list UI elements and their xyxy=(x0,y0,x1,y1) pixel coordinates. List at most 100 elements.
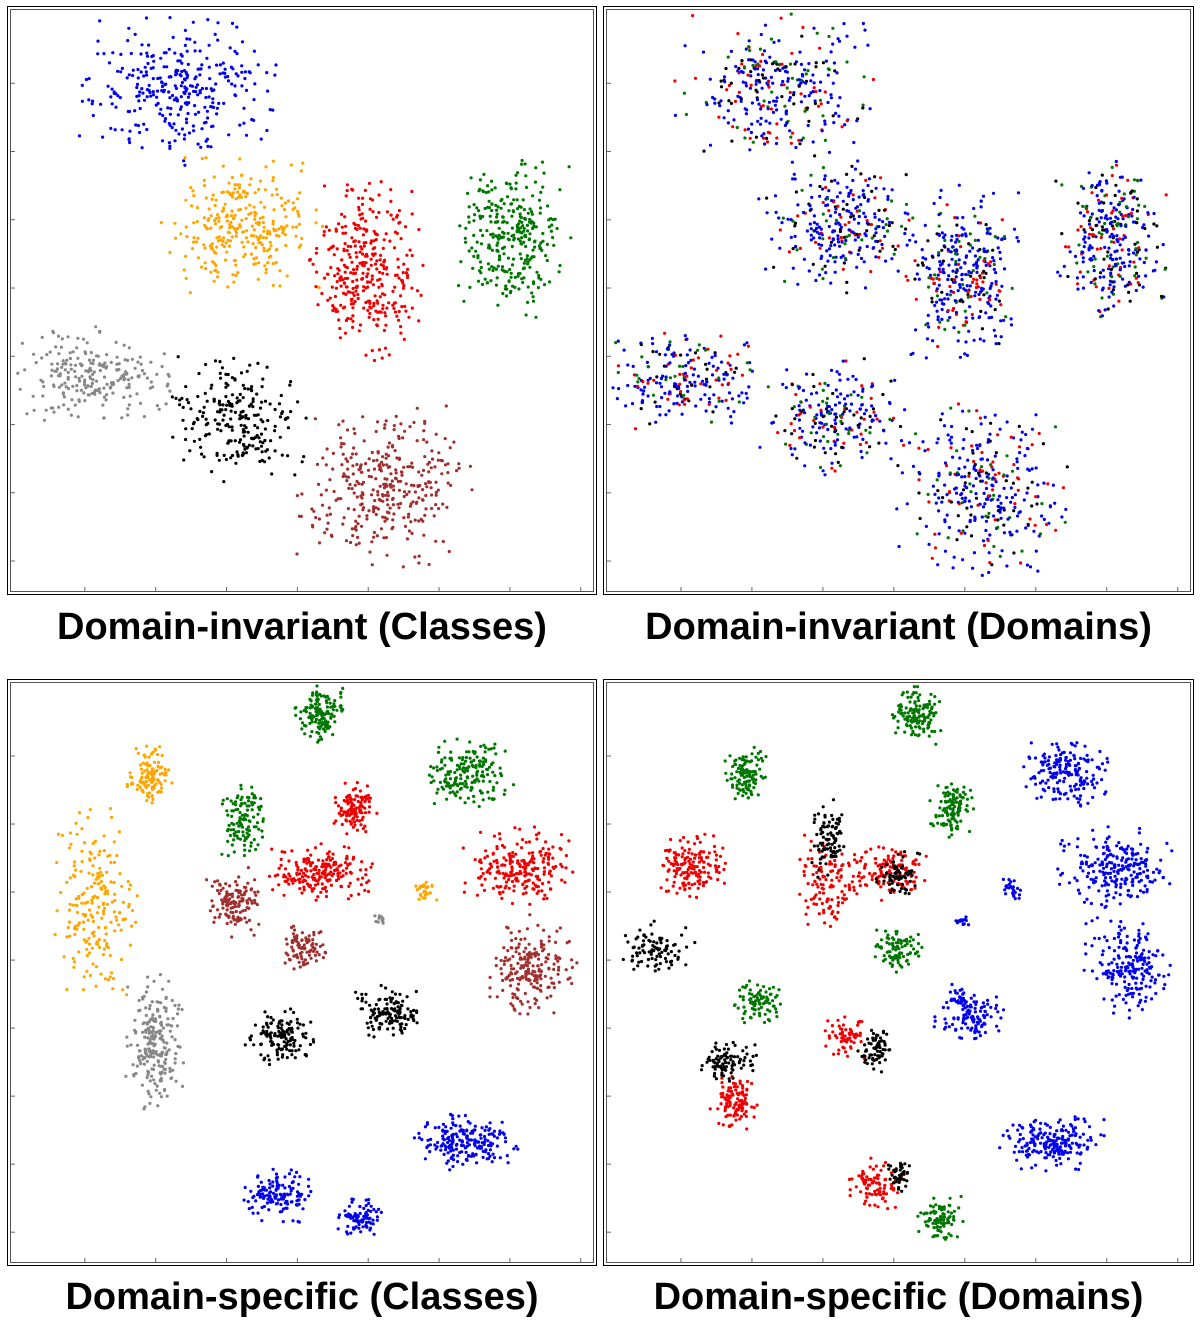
data-point xyxy=(333,796,337,800)
data-point xyxy=(911,464,916,468)
data-point xyxy=(103,926,107,930)
data-point xyxy=(488,214,492,218)
data-point xyxy=(462,762,466,766)
data-point xyxy=(120,128,124,132)
data-point xyxy=(677,403,681,407)
data-point xyxy=(820,421,824,425)
data-point xyxy=(99,870,103,874)
data-point xyxy=(141,761,145,765)
data-point xyxy=(71,384,75,388)
data-point xyxy=(256,277,260,281)
data-point xyxy=(357,482,361,486)
data-point xyxy=(316,740,320,744)
data-point xyxy=(240,218,244,222)
data-point xyxy=(792,102,796,106)
data-point xyxy=(364,353,368,357)
data-point xyxy=(836,37,840,41)
data-point xyxy=(340,709,344,713)
data-point xyxy=(242,245,246,249)
data-point xyxy=(226,74,230,79)
data-point xyxy=(724,398,728,402)
data-point xyxy=(814,65,818,69)
data-point xyxy=(68,846,72,850)
data-point xyxy=(1117,299,1121,303)
data-point xyxy=(914,297,918,301)
data-point xyxy=(742,401,746,405)
data-point xyxy=(838,414,842,418)
data-point xyxy=(976,249,980,253)
data-point xyxy=(157,789,161,793)
data-point xyxy=(843,242,847,246)
data-point xyxy=(732,118,736,122)
data-point xyxy=(131,73,135,78)
data-point xyxy=(250,437,254,441)
data-point xyxy=(401,565,405,569)
data-point xyxy=(791,247,795,251)
data-point xyxy=(845,202,849,207)
data-point xyxy=(956,339,960,343)
data-point xyxy=(874,186,878,190)
data-point xyxy=(1106,307,1110,311)
data-point xyxy=(469,176,473,180)
data-point xyxy=(348,255,352,259)
data-point xyxy=(960,273,964,277)
data-point xyxy=(1002,235,1007,239)
data-point xyxy=(391,445,395,449)
data-point xyxy=(247,443,251,447)
data-point xyxy=(342,247,346,251)
data-point xyxy=(900,471,904,475)
data-point xyxy=(406,465,410,469)
data-point xyxy=(397,209,401,213)
data-point xyxy=(682,393,686,397)
data-point xyxy=(860,403,864,407)
data-point xyxy=(383,293,387,297)
data-point xyxy=(480,764,484,768)
data-point xyxy=(336,267,340,271)
data-point xyxy=(862,357,866,361)
data-point xyxy=(987,316,991,320)
data-point xyxy=(1164,193,1168,197)
data-point xyxy=(688,348,692,352)
data-point xyxy=(372,301,376,305)
data-point xyxy=(964,316,968,320)
data-point xyxy=(327,506,331,510)
data-point xyxy=(61,359,65,363)
data-point xyxy=(376,310,380,314)
data-point xyxy=(998,510,1002,514)
data-point xyxy=(219,429,223,433)
data-point xyxy=(206,116,210,120)
data-point xyxy=(926,447,930,452)
data-point xyxy=(259,797,263,801)
data-point xyxy=(954,473,959,477)
data-point xyxy=(790,432,794,436)
data-point xyxy=(853,167,858,171)
data-point xyxy=(1155,224,1159,228)
data-point xyxy=(478,764,482,768)
data-point xyxy=(989,304,993,308)
data-point xyxy=(335,309,340,313)
data-point xyxy=(1036,483,1040,487)
data-point xyxy=(1135,178,1139,182)
data-point xyxy=(72,864,76,868)
data-point xyxy=(953,299,957,303)
data-point xyxy=(963,465,967,469)
data-point xyxy=(118,96,122,100)
data-point xyxy=(421,519,425,523)
data-point xyxy=(243,447,247,451)
data-point xyxy=(762,49,767,53)
data-point xyxy=(208,77,212,81)
data-point xyxy=(108,975,112,979)
data-point xyxy=(372,467,377,471)
data-point xyxy=(297,222,302,226)
data-point xyxy=(230,21,235,25)
data-point xyxy=(414,501,418,505)
data-point xyxy=(80,901,84,905)
cluster-domains-mixed xyxy=(758,357,907,477)
data-point xyxy=(812,384,816,389)
data-point xyxy=(70,398,74,402)
data-point xyxy=(983,502,987,506)
data-point xyxy=(990,281,994,286)
data-point xyxy=(196,394,200,399)
data-point xyxy=(839,419,843,424)
data-point xyxy=(100,873,104,877)
